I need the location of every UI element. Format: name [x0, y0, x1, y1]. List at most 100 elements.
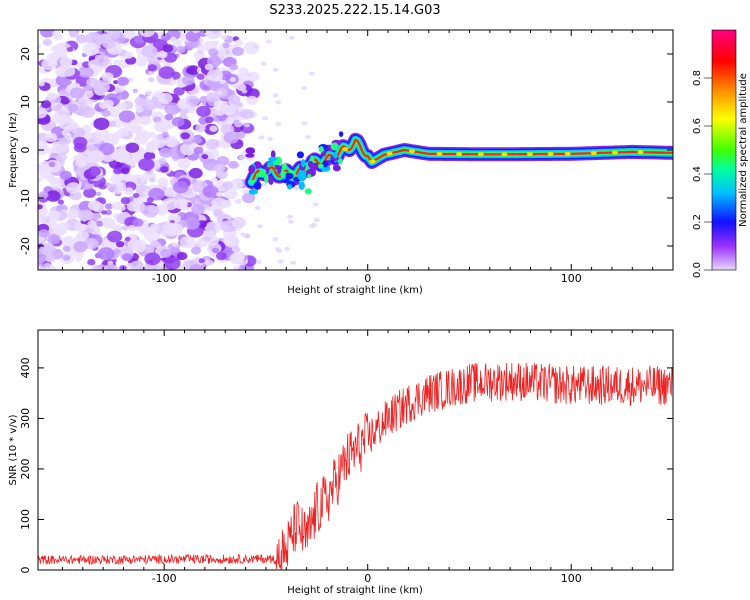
track-blob	[280, 170, 286, 178]
noise-blob	[142, 99, 157, 111]
track-hot-spot	[501, 152, 508, 157]
noise-blob	[156, 133, 164, 140]
noise-blob	[105, 209, 112, 216]
noise-blob	[132, 88, 138, 93]
noise-blob	[122, 30, 136, 40]
noise-blob	[135, 57, 147, 67]
noise-blob	[127, 224, 136, 232]
noise-blob	[179, 236, 196, 249]
noise-blob	[213, 163, 226, 173]
noise-blob	[103, 99, 114, 108]
noise-blob	[174, 198, 188, 210]
noise-blob	[116, 241, 125, 248]
noise-blob	[228, 160, 239, 169]
noise-blob	[204, 116, 214, 124]
track-blob	[307, 160, 314, 168]
noise-blob	[44, 172, 52, 178]
noise-blob	[275, 100, 282, 105]
noise-blob	[58, 117, 75, 130]
snr-series-line	[38, 362, 673, 570]
noise-blob	[45, 254, 56, 263]
noise-blob	[130, 119, 137, 125]
noise-blob	[224, 188, 238, 200]
noise-blob	[182, 75, 195, 86]
noise-blob	[45, 132, 58, 142]
track-blob	[330, 142, 339, 151]
track-blob	[255, 172, 265, 178]
noise-blob	[241, 108, 255, 119]
track-blob	[287, 184, 293, 190]
track-hot-spot	[456, 152, 463, 157]
noise-blob	[272, 67, 279, 72]
noise-blob	[123, 154, 139, 166]
noise-blob	[305, 135, 312, 139]
noise-blob	[76, 230, 90, 241]
noise-blob	[309, 224, 316, 229]
track-hot-spot	[408, 149, 415, 154]
y-tick-label: -20	[19, 237, 32, 255]
noise-blob	[196, 105, 211, 117]
y-tick-label: -10	[19, 189, 32, 207]
noise-blob	[159, 147, 173, 158]
snr-y-label: SNR (10 * v/v)	[8, 414, 19, 485]
track-hot-spot	[436, 151, 443, 156]
y-tick-label: 10	[19, 95, 32, 109]
noise-blob	[277, 259, 284, 264]
track-hot-spot	[526, 152, 533, 157]
track-blob	[296, 151, 304, 159]
noise-blob	[229, 77, 236, 82]
noise-blob	[231, 216, 246, 228]
noise-blob	[41, 58, 58, 71]
noise-blob	[107, 120, 117, 128]
noise-blob	[94, 54, 110, 67]
noise-blob	[138, 158, 155, 171]
noise-blob	[255, 260, 262, 264]
noise-blob	[101, 210, 107, 215]
noise-blob	[158, 92, 173, 104]
noise-blob	[234, 39, 244, 47]
snr-ticks: -100 0 100 0 100 200 300 400	[19, 330, 674, 585]
track-blob	[322, 160, 329, 168]
noise-blob	[144, 245, 155, 253]
noise-blob	[42, 38, 52, 47]
noise-blob	[40, 30, 55, 38]
noise-blob	[212, 208, 223, 217]
noise-blob	[196, 73, 205, 80]
noise-blob	[102, 136, 111, 142]
y-tick-label: 200	[19, 458, 32, 479]
noise-blob	[38, 177, 43, 183]
noise-blob	[92, 266, 100, 270]
noise-blob	[172, 39, 183, 47]
x-tick-label: -100	[152, 272, 177, 285]
noise-blob	[312, 202, 319, 207]
noise-blob	[288, 219, 294, 224]
y-tick-label: 300	[19, 408, 32, 429]
noise-blob	[65, 182, 81, 194]
noise-blob	[216, 192, 222, 197]
noise-blob	[141, 45, 158, 58]
noise-blob	[301, 121, 308, 126]
noise-blob	[107, 108, 121, 118]
noise-blob	[206, 79, 217, 88]
noise-blob	[47, 210, 61, 221]
track-blob	[245, 147, 256, 155]
noise-blob	[48, 161, 56, 168]
noise-blob	[81, 213, 92, 222]
noise-blob	[223, 235, 240, 247]
noise-blob	[227, 94, 241, 105]
noise-blob	[186, 95, 200, 107]
noise-blob	[107, 230, 123, 243]
track-blob	[277, 168, 282, 175]
noise-blob	[147, 64, 157, 72]
noise-blob	[220, 34, 228, 41]
noise-blob	[74, 127, 86, 137]
noise-blob	[242, 189, 249, 195]
noise-blob	[58, 222, 70, 231]
noise-blob	[130, 260, 144, 270]
x-tick-label: 100	[561, 572, 582, 585]
noise-blob	[210, 177, 218, 183]
noise-blob	[172, 242, 179, 247]
noise-blob	[206, 69, 224, 82]
noise-blob	[184, 217, 200, 230]
noise-blob	[284, 246, 291, 251]
